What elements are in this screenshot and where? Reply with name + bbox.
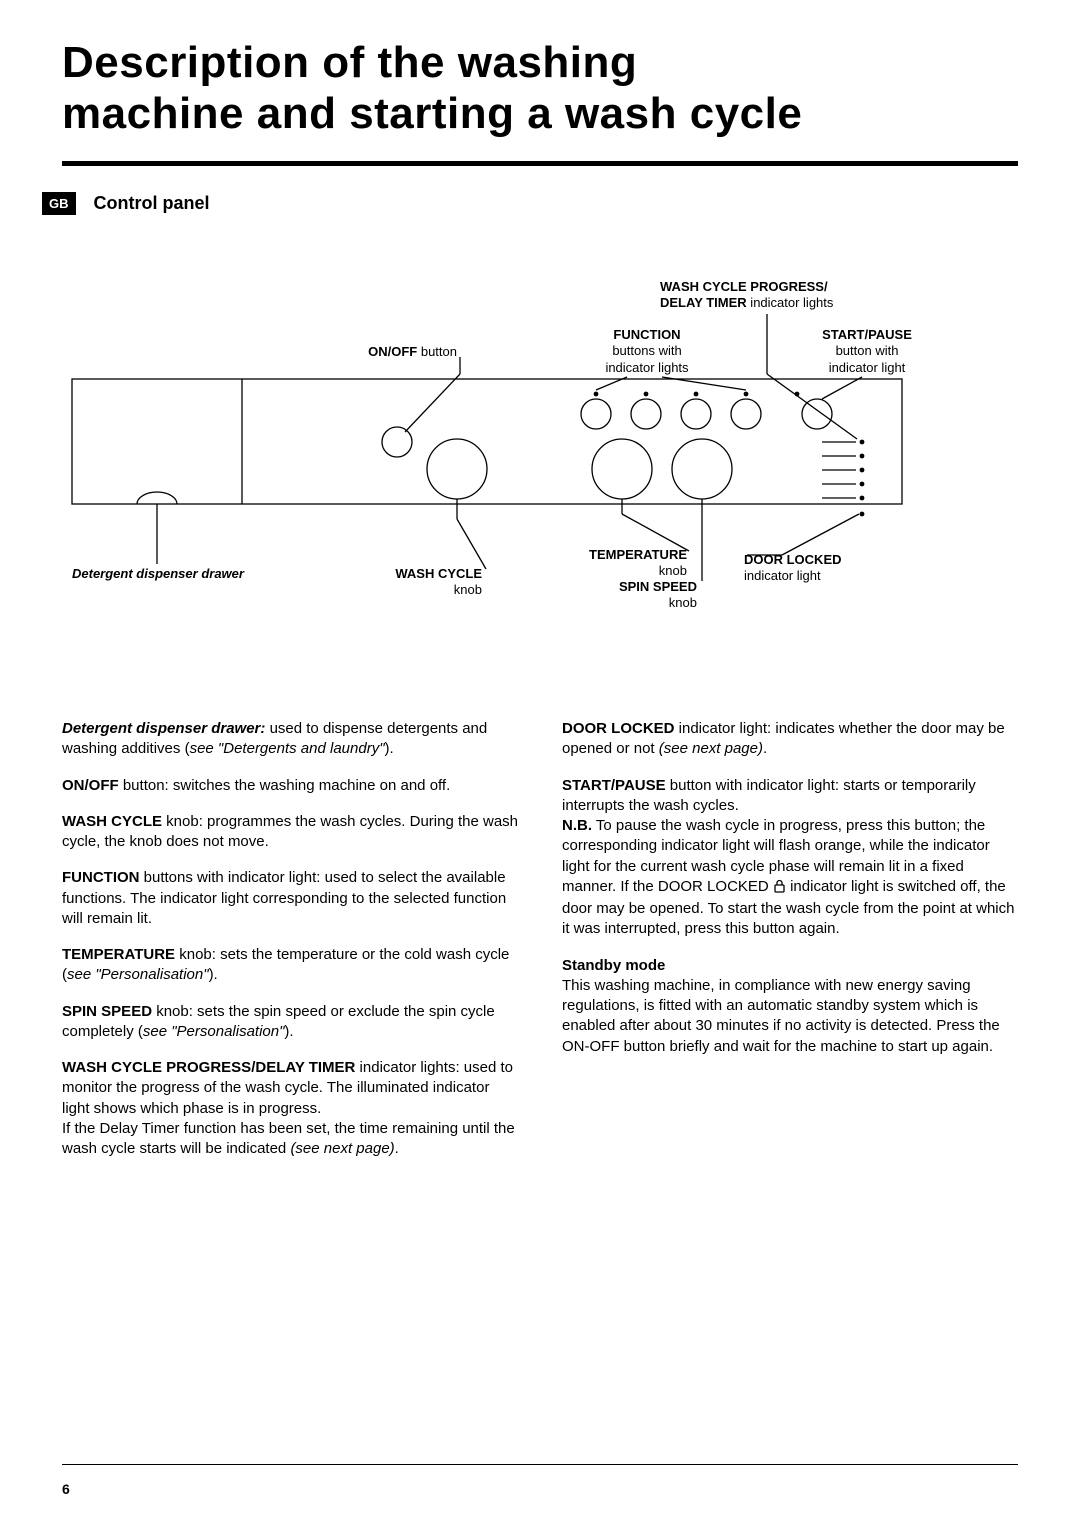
para-spinspeed: SPIN SPEED knob: sets the spin speed or … bbox=[62, 1002, 518, 1043]
heading-rule bbox=[62, 161, 1018, 166]
label-washcycle-knob: WASH CYCLE knob bbox=[352, 566, 482, 599]
label-startpause: START/PAUSE button with indicator light bbox=[802, 327, 932, 376]
para-detergent-drawer: Detergent dispenser drawer: used to disp… bbox=[62, 719, 518, 760]
lock-icon bbox=[773, 879, 786, 899]
para-temperature: TEMPERATURE knob: sets the temperature o… bbox=[62, 945, 518, 986]
title-line-1: Description of the washing bbox=[62, 38, 637, 87]
label-doorlocked: DOOR LOCKED indicator light bbox=[744, 552, 904, 585]
body-column-right: DOOR LOCKED indicator light: indicates w… bbox=[562, 719, 1018, 1175]
para-function: FUNCTION buttons with indicator light: u… bbox=[62, 868, 518, 929]
language-badge: GB bbox=[42, 192, 76, 215]
control-panel-diagram: ON/OFF button WASH CYCLE PROGRESS/ DELAY… bbox=[62, 259, 1018, 629]
body-text: Detergent dispenser drawer: used to disp… bbox=[62, 719, 1018, 1175]
para-washcycle: WASH CYCLE knob: programmes the wash cyc… bbox=[62, 812, 518, 853]
para-progress-delay: WASH CYCLE PROGRESS/DELAY TIMER indicato… bbox=[62, 1058, 518, 1159]
page-title: Description of the washing machine and s… bbox=[62, 38, 1018, 139]
page-number: 6 bbox=[62, 1481, 70, 1497]
label-detergent-drawer: Detergent dispenser drawer bbox=[72, 566, 332, 582]
para-doorlocked: DOOR LOCKED indicator light: indicates w… bbox=[562, 719, 1018, 760]
para-standby: Standby mode This washing machine, in co… bbox=[562, 956, 1018, 1057]
para-onoff: ON/OFF button: switches the washing mach… bbox=[62, 776, 518, 796]
label-onoff: ON/OFF button bbox=[287, 344, 457, 360]
label-function: FUNCTION buttons with indicator lights bbox=[592, 327, 702, 376]
label-temperature-knob: TEMPERATURE knob bbox=[542, 547, 687, 580]
label-spinspeed-knob: SPIN SPEED knob bbox=[582, 579, 697, 612]
body-column-left: Detergent dispenser drawer: used to disp… bbox=[62, 719, 518, 1175]
label-progress-delay: WASH CYCLE PROGRESS/ DELAY TIMER indicat… bbox=[660, 279, 920, 312]
section-heading-control-panel: Control panel bbox=[94, 193, 210, 214]
footer-rule bbox=[62, 1464, 1018, 1465]
title-line-2: machine and starting a wash cycle bbox=[62, 89, 802, 138]
para-startpause: START/PAUSE button with indicator light:… bbox=[562, 776, 1018, 940]
